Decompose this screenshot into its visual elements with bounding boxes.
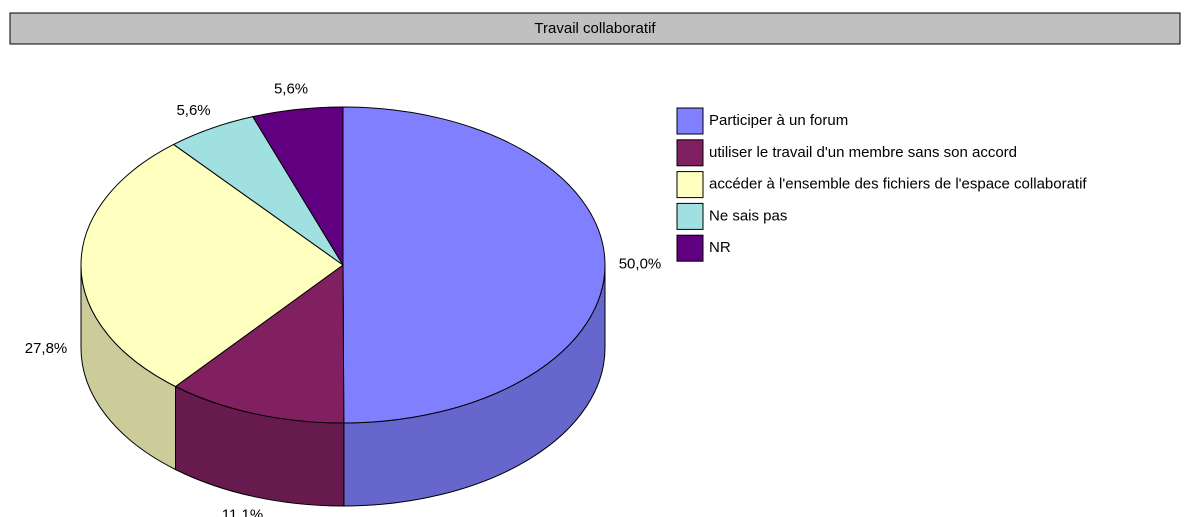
legend-swatch [676, 107, 704, 135]
data-label: 5,6% [274, 81, 308, 98]
legend-label: Participer à un forum [709, 112, 848, 129]
legend-swatch [676, 234, 704, 262]
title-bar [9, 12, 1181, 45]
legend-label: Ne sais pas [709, 207, 787, 224]
legend-label: utiliser le travail d'un membre sans son… [709, 144, 1017, 161]
legend-swatch [676, 139, 704, 167]
pie-slice [251, 106, 344, 267]
data-label: 50,0% [619, 256, 662, 273]
data-label: 11,1% [222, 506, 263, 517]
pie-slice [342, 106, 606, 424]
legend-swatch [676, 171, 704, 199]
data-label: 5,6% [176, 102, 210, 119]
pie-slice [80, 143, 344, 388]
data-label: 27,8% [25, 340, 68, 357]
chart-title: Travail collaboratif [534, 20, 656, 37]
legend-swatch [676, 202, 704, 230]
legend-label: accéder à l'ensemble des fichiers de l'e… [709, 176, 1087, 193]
pie-slice [174, 264, 345, 424]
legend-label: NR [709, 239, 731, 256]
